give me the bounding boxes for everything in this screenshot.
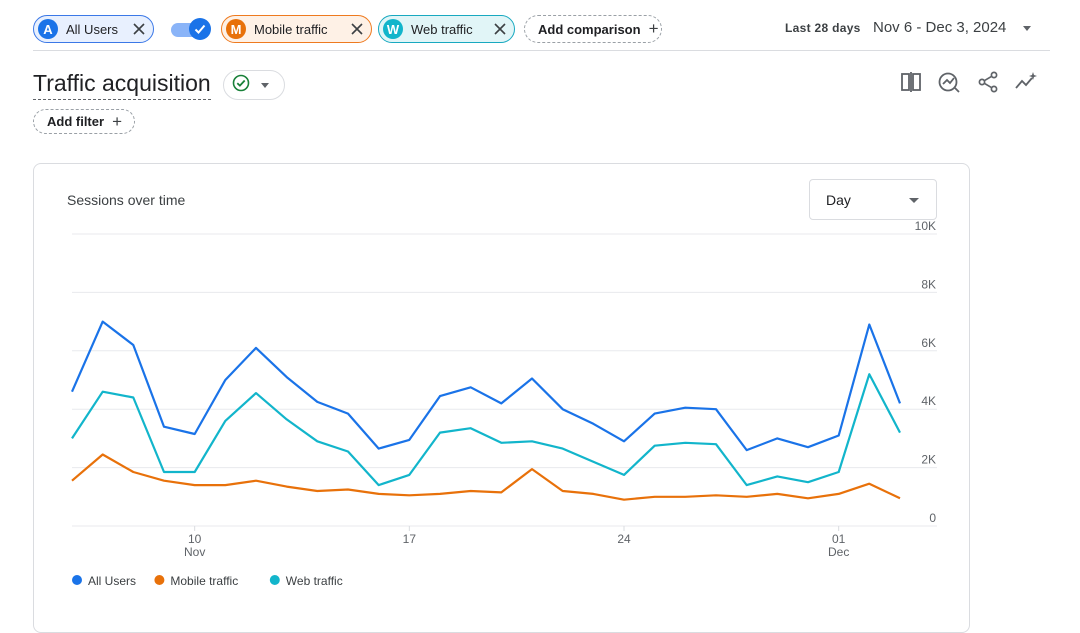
close-icon[interactable] [349, 21, 365, 37]
x-tick-label: 17 [403, 532, 417, 546]
series-line-all-users [70, 320, 902, 452]
plus-icon: + [112, 111, 122, 131]
comparison-chip-label: Web traffic [411, 21, 473, 37]
x-tick-label: 10 [188, 532, 202, 546]
legend-marker [72, 575, 82, 585]
y-tick-label: 10K [915, 219, 936, 233]
chart-card [33, 163, 970, 633]
check-icon [189, 18, 211, 40]
comparison-chip-label: All Users [66, 21, 119, 37]
legend-label: All Users [88, 574, 136, 588]
y-tick-label: 4K [921, 394, 936, 408]
compare-icon[interactable] [899, 70, 923, 94]
legend-marker [269, 575, 280, 585]
header-divider [33, 50, 1050, 51]
chevron-down-icon [261, 82, 269, 88]
y-tick-label: 2K [921, 453, 936, 467]
page-title[interactable]: Traffic acquisition [33, 69, 211, 100]
share-icon[interactable] [976, 70, 1000, 94]
report-status-button[interactable] [223, 70, 285, 100]
granularity-value: Day [826, 191, 851, 208]
check-circle-icon [232, 74, 250, 97]
granularity-select[interactable]: Day [809, 179, 937, 220]
comparison-letter-badge: W [383, 19, 403, 39]
close-icon[interactable] [131, 21, 147, 37]
legend-marker [154, 575, 165, 585]
series-line-mobile-traffic [71, 453, 901, 501]
comparison-chip-mobile-traffic[interactable]: M Mobile traffic [221, 15, 372, 43]
legend-label: Web traffic [286, 574, 343, 588]
comparison-chip-web-traffic[interactable]: W Web traffic [378, 15, 515, 43]
close-icon[interactable] [492, 21, 508, 37]
x-tick-label: 01 [832, 532, 846, 546]
x-tick-sublabel: Nov [184, 545, 205, 559]
plus-icon: + [648, 19, 659, 38]
chart-series [70, 320, 902, 501]
date-range-label: Last 28 days [785, 21, 861, 35]
comparison-letter-badge: M [226, 19, 246, 39]
date-range-value[interactable]: Nov 6 - Dec 3, 2024 [873, 19, 1007, 36]
chart-grid [72, 233, 937, 527]
comparison-chip-all-users[interactable]: A All Users [33, 15, 154, 43]
legend-label: Mobile traffic [170, 574, 238, 588]
x-tick-sublabel: Dec [828, 545, 849, 559]
add-comparison-label: Add comparison [538, 21, 641, 37]
comparison-toggle[interactable] [171, 18, 211, 40]
add-filter-label: Add filter [47, 114, 105, 129]
x-tick-label: 24 [617, 532, 631, 546]
chevron-down-icon[interactable] [1023, 26, 1031, 31]
comparison-letter-badge: A [38, 19, 58, 39]
y-tick-label: 8K [921, 277, 936, 291]
sparkle-trend-icon[interactable] [1014, 70, 1038, 94]
series-line-web-traffic [71, 373, 901, 487]
y-tick-label: 0 [929, 511, 936, 525]
comparison-chip-label: Mobile traffic [254, 21, 328, 37]
y-tick-label: 6K [921, 336, 936, 350]
add-comparison-button[interactable]: Add comparison + [524, 15, 662, 43]
chart-legend: All Users Mobile traffic Web traffic [72, 574, 343, 588]
insights-icon[interactable] [937, 70, 961, 94]
chevron-down-icon [909, 198, 919, 203]
chart-title: Sessions over time [67, 192, 186, 208]
add-filter-button[interactable]: Add filter + [33, 109, 135, 134]
y-axis: 0 2K 4K 6K 8K 10K [915, 219, 937, 525]
